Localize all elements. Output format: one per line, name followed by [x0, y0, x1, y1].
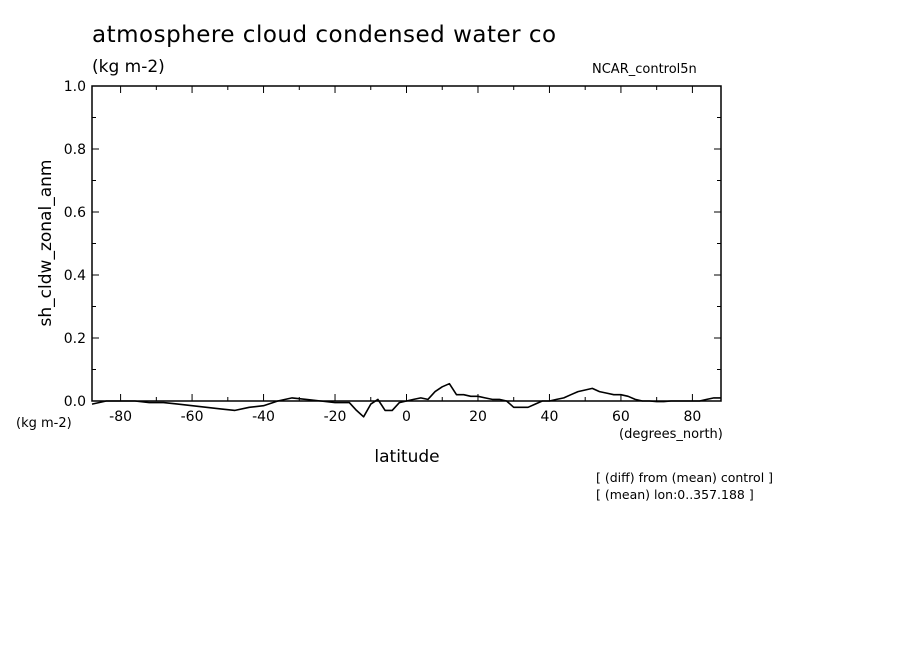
- y-tick-label: 0.2: [64, 331, 86, 347]
- y-tick-label: 0.4: [64, 268, 86, 284]
- x-tick-label: 0: [402, 409, 411, 425]
- x-tick-label: 20: [469, 409, 487, 425]
- annotation-mean: [ (mean) lon:0..357.188 ]: [596, 487, 754, 502]
- x-axis-label: latitude: [374, 447, 440, 467]
- axis-ticks: -80 -60 -40 -20 0 20 40 60 80 0.0 0.2 0.4 0.6 0.8 1.0: [64, 79, 721, 425]
- chart-title: atmosphere cloud condensed water co: [92, 22, 557, 48]
- x-tick-label: 80: [683, 409, 701, 425]
- x-axis-units: (degrees_north): [619, 427, 723, 442]
- y-tick-label: 0.8: [64, 142, 86, 158]
- x-tick-label: 60: [612, 409, 630, 425]
- y-tick-label: 1.0: [64, 79, 86, 95]
- annotation-diff: [ (diff) from (mean) control ]: [596, 470, 774, 485]
- x-tick-label: 40: [541, 409, 559, 425]
- x-tick-label: -20: [324, 409, 347, 425]
- series-line: [91, 382, 721, 418]
- x-tick-label: -60: [181, 409, 204, 425]
- y-axis-units: (kg m-2): [16, 416, 72, 431]
- model-name: NCAR_control5n: [592, 62, 697, 77]
- series-lines: [91, 382, 721, 418]
- x-tick-label: -80: [109, 409, 132, 425]
- plot-frame: [91, 85, 722, 402]
- x-tick-label: -40: [252, 409, 275, 425]
- y-tick-label: 0.6: [64, 205, 86, 221]
- y-tick-label: 0.0: [64, 394, 86, 410]
- chart-units: (kg m-2): [92, 57, 165, 77]
